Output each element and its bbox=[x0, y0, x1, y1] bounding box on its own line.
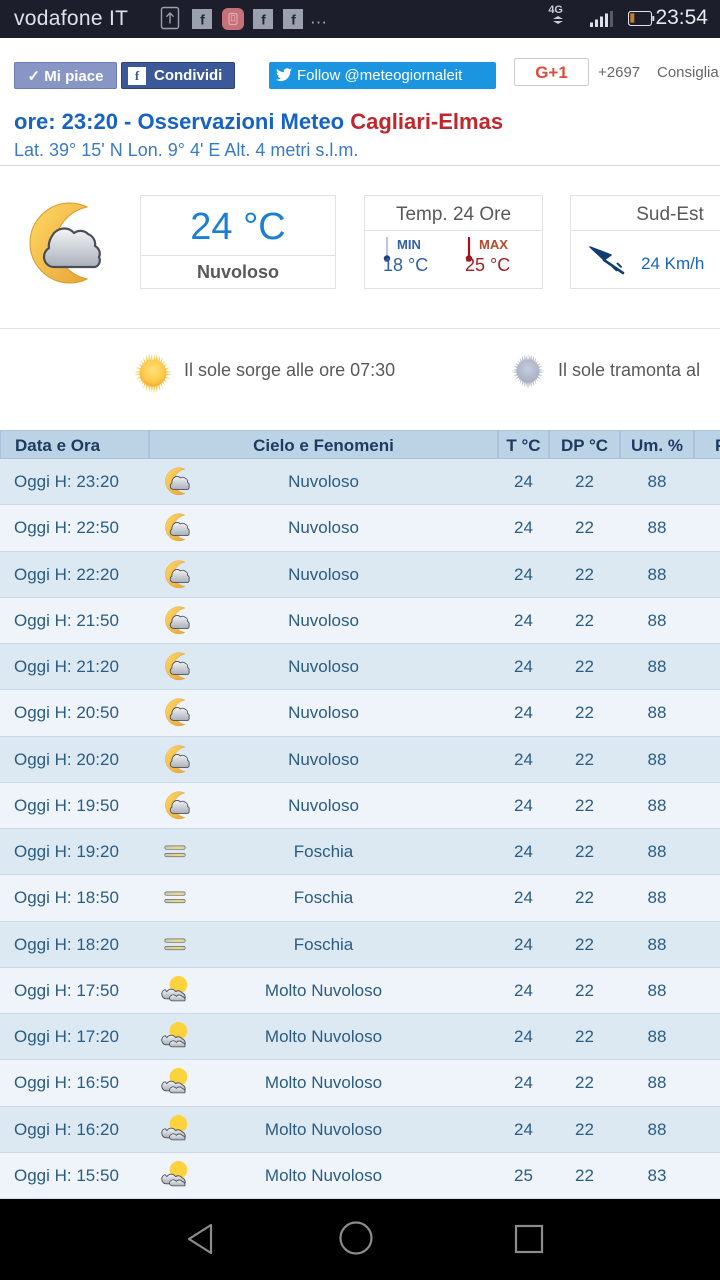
svg-text:f: f bbox=[200, 12, 205, 28]
svg-text:f: f bbox=[291, 12, 296, 28]
svg-text:f: f bbox=[261, 12, 266, 28]
